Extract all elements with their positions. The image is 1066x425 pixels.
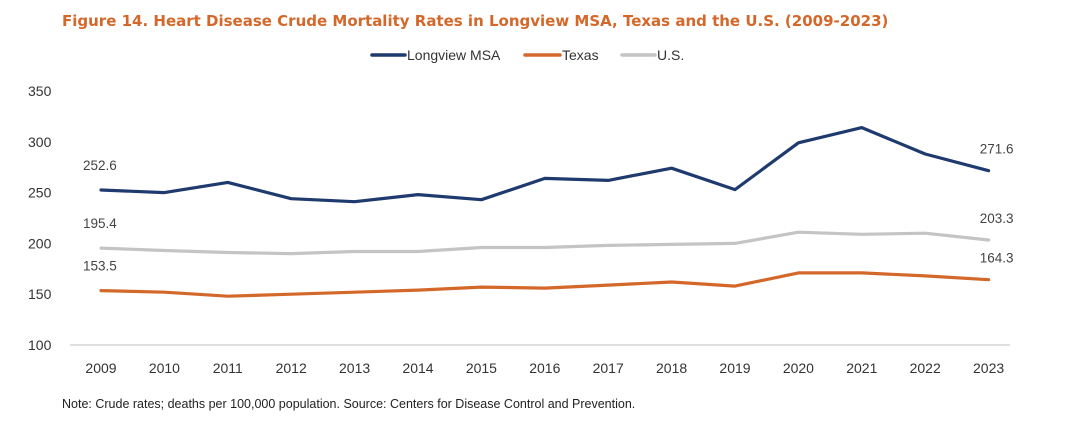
x-tick-label: 2011 [213, 360, 243, 376]
x-tick-label: 2015 [466, 360, 497, 376]
data-label: 153.5 [83, 259, 117, 274]
x-tick-label: 2020 [783, 360, 814, 376]
y-tick-label: 300 [28, 134, 52, 150]
chart-title: Figure 14. Heart Disease Crude Mortality… [62, 12, 889, 30]
data-label: 164.3 [980, 251, 1014, 266]
data-label: 252.6 [83, 158, 117, 173]
series-line-u-s [99, 230, 991, 256]
y-tick-label: 250 [28, 185, 52, 201]
x-tick-label: 2018 [656, 360, 687, 376]
x-tick-label: 2021 [846, 360, 877, 376]
chart-note: Note: Crude rates; deaths per 100,000 po… [62, 397, 636, 411]
y-tick-label: 150 [28, 286, 52, 302]
x-tick-label: 2023 [973, 360, 1004, 376]
y-tick-label: 350 [28, 83, 52, 99]
legend-label-u-s: U.S. [657, 47, 684, 63]
series-line-longview-msa [99, 125, 991, 204]
x-tick-label: 2013 [339, 360, 370, 376]
data-label: 271.6 [980, 142, 1014, 157]
x-tick-label: 2009 [85, 360, 116, 376]
data-label: 195.4 [83, 216, 117, 231]
x-tick-label: 2012 [276, 360, 307, 376]
data-label: 203.3 [980, 211, 1014, 226]
x-tick-label: 2010 [149, 360, 180, 376]
y-tick-label: 200 [28, 235, 52, 251]
x-tick-label: 2014 [402, 360, 433, 376]
legend-label-longview-msa: Longview MSA [407, 47, 501, 63]
x-tick-label: 2022 [910, 360, 941, 376]
x-tick-label: 2016 [529, 360, 560, 376]
y-tick-label: 100 [28, 337, 52, 353]
x-tick-label: 2019 [719, 360, 750, 376]
x-tick-label: 2017 [593, 360, 624, 376]
series-line-texas [99, 271, 991, 298]
legend-label-texas: Texas [562, 47, 599, 63]
